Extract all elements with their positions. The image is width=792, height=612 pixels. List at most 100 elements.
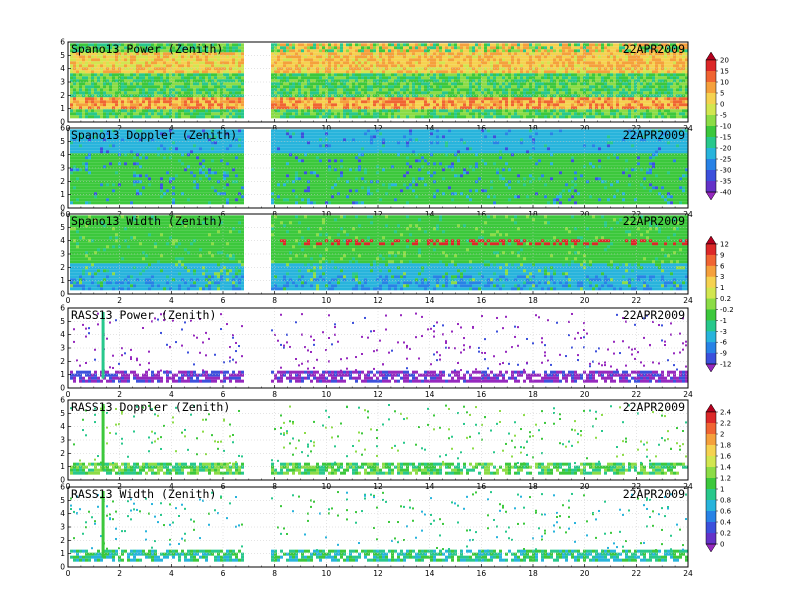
data-cell <box>187 55 190 59</box>
data-cell <box>343 52 346 56</box>
data-cell <box>193 79 196 83</box>
data-cell <box>514 109 517 113</box>
data-cell <box>535 43 538 47</box>
data-cell <box>121 52 124 56</box>
data-cell <box>379 70 382 74</box>
data-cell <box>286 88 289 92</box>
data-cell <box>172 52 175 56</box>
data-cell <box>313 79 316 83</box>
data-cell <box>334 85 337 89</box>
data-cell <box>586 55 589 59</box>
data-cell <box>139 91 142 95</box>
data-cell <box>583 115 586 119</box>
data-cell <box>529 49 532 53</box>
data-cell <box>316 64 319 68</box>
data-cell <box>508 91 511 95</box>
data-cell <box>613 76 616 80</box>
data-cell <box>631 109 634 113</box>
data-cell <box>85 58 88 62</box>
data-cell <box>580 52 583 56</box>
data-cell <box>283 70 286 74</box>
data-cell <box>436 115 439 119</box>
data-cell <box>637 97 640 101</box>
data-cell <box>640 85 643 89</box>
data-cell <box>136 109 139 113</box>
data-cell <box>343 88 346 92</box>
data-cell <box>313 52 316 56</box>
data-cell <box>373 70 376 74</box>
data-cell <box>406 115 409 119</box>
data-cell <box>490 103 493 107</box>
data-cell <box>319 52 322 56</box>
data-cell <box>592 103 595 107</box>
data-cell <box>235 106 238 110</box>
data-cell <box>280 100 283 104</box>
data-cell <box>373 109 376 113</box>
data-cell <box>637 64 640 68</box>
data-cell <box>202 58 205 62</box>
data-cell <box>595 52 598 56</box>
data-cell <box>169 94 172 98</box>
data-cell <box>193 76 196 80</box>
data-cell <box>190 76 193 80</box>
data-cell <box>655 97 658 101</box>
data-cell <box>442 76 445 80</box>
data-cell <box>349 97 352 101</box>
data-cell <box>415 73 418 77</box>
data-cell <box>454 55 457 59</box>
data-cell <box>388 100 391 104</box>
data-cell <box>559 49 562 53</box>
data-cell <box>292 112 295 116</box>
data-cell <box>235 100 238 104</box>
data-cell <box>472 49 475 53</box>
data-cell <box>304 61 307 65</box>
data-cell <box>82 73 85 77</box>
data-cell <box>622 109 625 113</box>
data-cell <box>232 88 235 92</box>
data-cell <box>286 112 289 116</box>
data-cell <box>586 70 589 74</box>
data-cell <box>487 106 490 110</box>
data-cell <box>208 100 211 104</box>
data-cell <box>439 112 442 116</box>
data-cell <box>430 88 433 92</box>
data-cell <box>376 70 379 74</box>
data-cell <box>361 64 364 68</box>
data-cell <box>592 82 595 86</box>
data-cell <box>205 76 208 80</box>
data-cell <box>595 103 598 107</box>
data-cell <box>406 43 409 47</box>
data-cell <box>460 100 463 104</box>
data-cell <box>340 79 343 83</box>
data-cell <box>325 58 328 62</box>
data-cell <box>493 112 496 116</box>
data-cell <box>343 97 346 101</box>
data-cell <box>619 82 622 86</box>
data-cell <box>283 79 286 83</box>
data-cell <box>202 73 205 77</box>
data-cell <box>187 106 190 110</box>
data-cell <box>118 112 121 116</box>
data-cell <box>163 109 166 113</box>
data-cell <box>598 100 601 104</box>
data-cell <box>628 94 631 98</box>
data-cell <box>223 52 226 56</box>
data-cell <box>307 82 310 86</box>
data-cell <box>454 109 457 113</box>
data-cell <box>679 76 682 80</box>
data-cell <box>508 88 511 92</box>
data-cell <box>205 109 208 113</box>
data-cell <box>385 112 388 116</box>
data-cell <box>223 55 226 59</box>
data-cell <box>289 58 292 62</box>
data-cell <box>544 52 547 56</box>
data-cell <box>649 106 652 110</box>
data-cell <box>241 115 244 119</box>
data-cell <box>70 70 73 74</box>
data-cell <box>385 70 388 74</box>
data-cell <box>475 52 478 56</box>
data-cell <box>517 64 520 68</box>
data-cell <box>565 43 568 47</box>
data-cell <box>184 91 187 95</box>
